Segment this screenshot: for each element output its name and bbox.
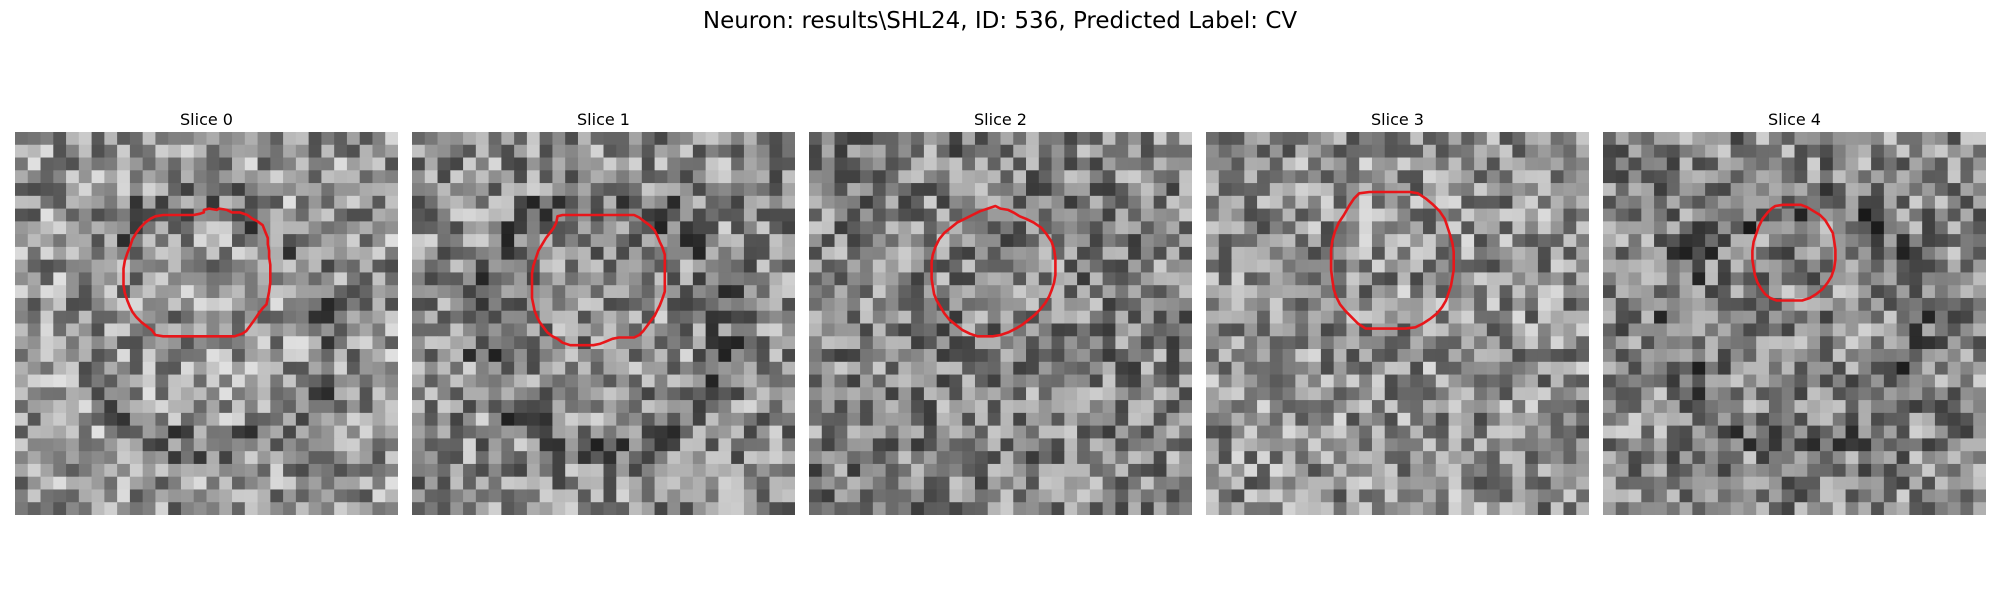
slice-panel-1: Slice 1	[412, 108, 795, 515]
slice-image-0	[15, 132, 398, 515]
slice-panel-0: Slice 0	[15, 108, 398, 515]
slice-pixels	[412, 132, 795, 515]
segmentation-contour	[930, 204, 1057, 338]
slice-title: Slice 2	[974, 110, 1027, 129]
segmentation-contour	[1329, 190, 1455, 330]
slice-panel-2: Slice 2	[809, 108, 1192, 515]
slice-panel-4: Slice 4	[1603, 108, 1986, 515]
segmentation-contour	[122, 207, 272, 338]
slice-title: Slice 1	[577, 110, 630, 129]
slice-panel-3: Slice 3	[1206, 108, 1589, 515]
segmentation-contour	[1751, 203, 1837, 302]
slice-image-1	[412, 132, 795, 515]
slice-pixels	[15, 132, 398, 515]
slice-image-4	[1603, 132, 1986, 515]
slice-pixels	[809, 132, 1192, 515]
slice-title: Slice 4	[1768, 110, 1821, 129]
slice-title: Slice 3	[1371, 110, 1424, 129]
slice-pixels	[1603, 132, 1986, 515]
slice-pixels	[1206, 132, 1589, 515]
slice-title: Slice 0	[180, 110, 233, 129]
slice-image-3	[1206, 132, 1589, 515]
slice-image-2	[809, 132, 1192, 515]
segmentation-contour	[530, 213, 667, 347]
figure-title: Neuron: results\SHL24, ID: 536, Predicte…	[702, 8, 1298, 34]
